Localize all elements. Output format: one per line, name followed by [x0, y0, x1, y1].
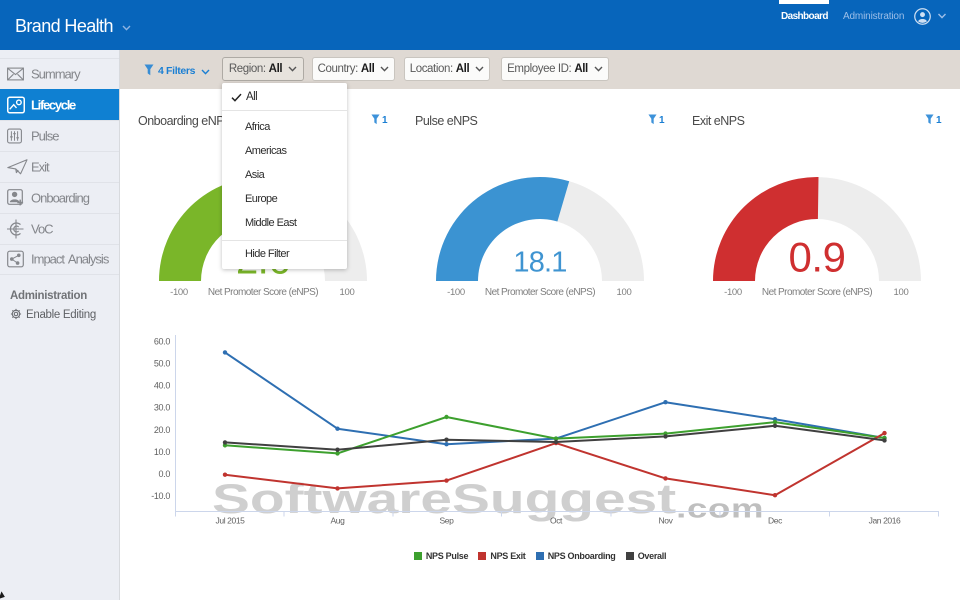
- svg-text:10.0: 10.0: [154, 447, 170, 457]
- svg-text:Nov: Nov: [659, 516, 674, 526]
- svg-text:-100: -100: [170, 287, 188, 298]
- svg-text:50.0: 50.0: [154, 359, 170, 369]
- svg-text:Net Promoter Score (eNPS): Net Promoter Score (eNPS): [762, 287, 872, 298]
- svg-text:-100: -100: [447, 287, 465, 298]
- svg-text:0.0: 0.0: [159, 469, 171, 479]
- svg-text:Net Promoter Score (eNPS): Net Promoter Score (eNPS): [208, 287, 318, 298]
- svg-text:Aug: Aug: [331, 516, 346, 526]
- svg-text:Dec: Dec: [768, 516, 783, 526]
- svg-text:60.0: 60.0: [154, 336, 170, 346]
- svg-text:0.9: 0.9: [789, 234, 846, 281]
- svg-text:30.0: 30.0: [154, 403, 170, 413]
- svg-text:Net Promoter Score (eNPS): Net Promoter Score (eNPS): [485, 287, 595, 298]
- svg-text:Jul 2015: Jul 2015: [216, 516, 246, 526]
- svg-text:Jan 2016: Jan 2016: [869, 516, 901, 526]
- svg-text:40.0: 40.0: [154, 381, 170, 391]
- svg-text:20.0: 20.0: [154, 425, 170, 435]
- svg-text:18.1: 18.1: [513, 247, 566, 279]
- svg-text:100: 100: [340, 287, 355, 298]
- svg-text:100: 100: [617, 287, 632, 298]
- svg-text:100: 100: [894, 287, 909, 298]
- svg-text:Oct: Oct: [550, 516, 563, 526]
- svg-text:-100: -100: [724, 287, 742, 298]
- svg-text:Sep: Sep: [440, 516, 455, 526]
- svg-text:-10.0: -10.0: [151, 491, 170, 501]
